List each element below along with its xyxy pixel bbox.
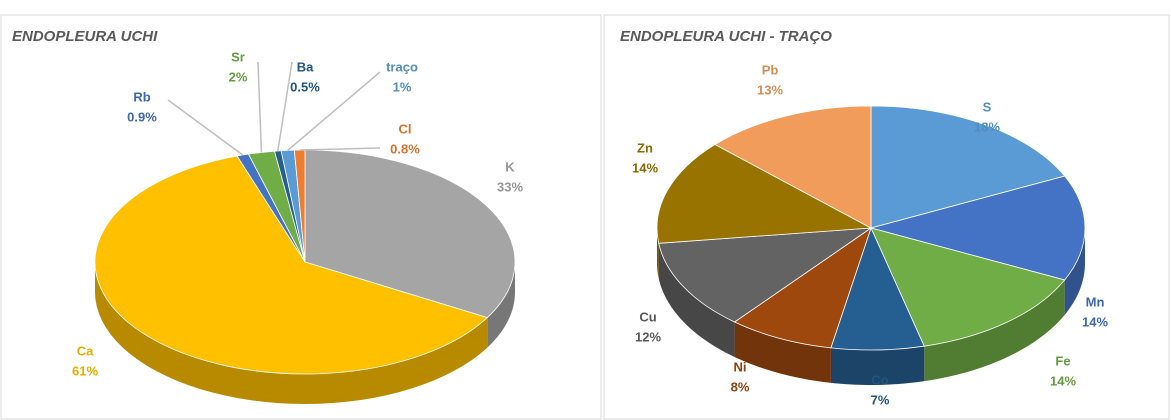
value-label: 12% — [635, 329, 661, 344]
slice-name: Sr — [231, 49, 245, 64]
pie-side — [924, 279, 1065, 382]
slice-name: Cu — [639, 309, 656, 324]
chart-title: ENDOPLEURA UCHI — [12, 28, 158, 45]
value-label: 61% — [72, 363, 98, 378]
pie-side — [657, 228, 659, 279]
slice-name: traço — [386, 59, 418, 74]
pie-side — [95, 262, 488, 404]
pie-slice — [869, 175, 1086, 281]
value-label: 2% — [229, 69, 248, 84]
leader-line — [277, 61, 293, 152]
pie-side — [487, 262, 515, 348]
slice-name: Zn — [637, 140, 653, 155]
slice-name: Ni — [734, 359, 747, 374]
pie-side — [734, 322, 831, 383]
pie-side — [1064, 228, 1085, 315]
value-label: 8% — [731, 379, 750, 394]
pie-side — [658, 243, 735, 358]
pie-slice — [658, 227, 873, 323]
value-label: 14% — [1050, 373, 1076, 388]
leader-line — [257, 61, 263, 153]
value-label: 13% — [757, 82, 783, 97]
pie-slice — [870, 227, 1066, 347]
slice-name: Mn — [1086, 294, 1105, 309]
value-label: 0.5% — [290, 79, 320, 94]
value-label: 7% — [871, 392, 890, 407]
slice-name: Rb — [133, 89, 150, 104]
slice-name: K — [505, 159, 515, 174]
value-label: 18% — [974, 119, 1000, 134]
chart-title: ENDOPLEURA UCHI - TRAÇO — [620, 28, 832, 45]
value-label: 33% — [497, 179, 523, 194]
pie-slice — [714, 105, 872, 229]
leader-line — [167, 99, 244, 156]
value-label: 14% — [1082, 314, 1108, 329]
pie-slice — [870, 105, 1066, 229]
pie-slice — [304, 149, 516, 319]
value-label: 0.9% — [127, 109, 157, 124]
pie-slice — [94, 155, 489, 375]
slice-name: Co — [871, 372, 888, 387]
slice-name: Ba — [297, 59, 314, 74]
slice-name: Cl — [399, 121, 412, 136]
value-label: 1% — [393, 79, 412, 94]
pie-slice — [733, 226, 872, 349]
value-label: 14% — [632, 160, 658, 175]
slice-name: S — [983, 99, 992, 114]
leader-line — [299, 147, 381, 151]
slice-name: Ca — [77, 343, 94, 358]
leader-line — [287, 71, 381, 151]
slice-name: Fe — [1055, 353, 1070, 368]
pie-slice — [656, 144, 873, 244]
value-label: 0.8% — [390, 141, 420, 156]
pie-side — [830, 346, 925, 385]
slice-name: Pb — [762, 62, 779, 77]
